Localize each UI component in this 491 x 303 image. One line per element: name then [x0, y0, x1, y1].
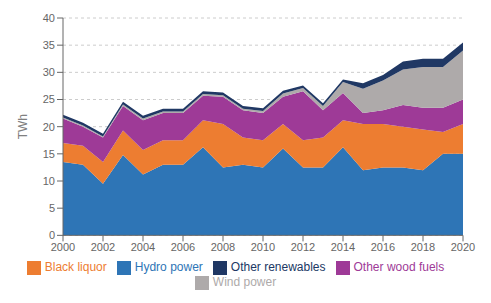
svg-text:5: 5: [49, 202, 55, 214]
svg-text:2002: 2002: [91, 241, 115, 253]
svg-text:0: 0: [49, 229, 55, 241]
svg-text:35: 35: [43, 39, 55, 51]
svg-text:2020: 2020: [451, 241, 475, 253]
html-text:Other renewables: Other renewables: [230, 260, 326, 275]
svg-text:2014: 2014: [331, 241, 355, 253]
svg-text:2008: 2008: [211, 241, 235, 253]
svg-text:2006: 2006: [171, 241, 195, 253]
html-text:Other wood fuels: Other wood fuels: [353, 260, 445, 275]
svg-text:2004: 2004: [131, 241, 155, 253]
html-text:Hydro power: Hydro power: [134, 260, 203, 275]
svg-text:15: 15: [43, 148, 55, 160]
html-text:Wind power: Wind power: [212, 275, 277, 290]
svg-text:2010: 2010: [251, 241, 275, 253]
svg-text:2018: 2018: [411, 241, 435, 253]
svg-text:2000: 2000: [51, 241, 75, 253]
svg-text:40: 40: [43, 12, 55, 24]
svg-text:2012: 2012: [291, 241, 315, 253]
svg-text:25: 25: [43, 93, 55, 105]
svg-text:10: 10: [43, 175, 55, 187]
svg-text:TWh: TWh: [16, 114, 30, 139]
html-text:Black liquor: Black liquor: [44, 260, 107, 275]
svg-text:20: 20: [43, 121, 55, 133]
svg-text:30: 30: [43, 66, 55, 78]
svg-text:2016: 2016: [371, 241, 395, 253]
